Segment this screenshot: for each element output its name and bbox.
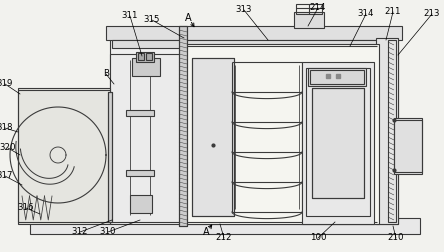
Text: 318: 318 — [0, 123, 13, 133]
Text: A: A — [185, 13, 191, 23]
Text: 212: 212 — [216, 234, 232, 242]
Bar — [132, 58, 160, 76]
Text: 320: 320 — [0, 143, 16, 152]
Bar — [110, 38, 398, 224]
Text: 316: 316 — [18, 204, 34, 212]
Bar — [108, 92, 112, 222]
Text: 210: 210 — [388, 234, 404, 242]
Text: 213: 213 — [424, 10, 440, 18]
Bar — [310, 70, 364, 84]
Bar — [308, 68, 366, 86]
Bar — [192, 58, 234, 216]
Bar — [296, 4, 322, 14]
Text: 313: 313 — [236, 6, 252, 15]
Bar — [294, 12, 324, 28]
Bar — [18, 88, 110, 224]
Bar — [106, 26, 402, 40]
Bar — [136, 52, 154, 62]
Bar — [312, 88, 364, 198]
Bar — [138, 53, 144, 60]
Bar — [126, 170, 154, 176]
Text: 319: 319 — [0, 79, 13, 88]
Bar — [146, 53, 152, 60]
Bar — [30, 218, 420, 234]
Bar — [306, 68, 370, 216]
Bar — [110, 54, 186, 222]
Text: 211: 211 — [385, 8, 401, 16]
Text: A: A — [203, 227, 209, 237]
Text: 311: 311 — [122, 12, 138, 20]
Bar — [394, 118, 422, 174]
Bar — [388, 40, 396, 222]
Text: 214: 214 — [310, 4, 326, 13]
Text: B: B — [103, 70, 109, 79]
Text: 100: 100 — [310, 234, 326, 242]
Bar — [130, 195, 152, 213]
Bar — [302, 62, 374, 224]
Text: 312: 312 — [72, 228, 88, 236]
Text: 314: 314 — [358, 10, 374, 18]
Bar — [179, 26, 187, 226]
Text: 317: 317 — [0, 172, 13, 180]
Bar — [185, 44, 379, 224]
Bar — [312, 88, 364, 198]
Bar — [394, 120, 422, 172]
Bar — [112, 40, 396, 48]
Bar — [192, 58, 234, 216]
Bar — [179, 26, 187, 226]
Text: 315: 315 — [144, 16, 160, 24]
Bar — [126, 110, 154, 116]
Text: 310: 310 — [100, 228, 116, 236]
Bar — [376, 38, 398, 224]
Bar — [108, 92, 112, 222]
